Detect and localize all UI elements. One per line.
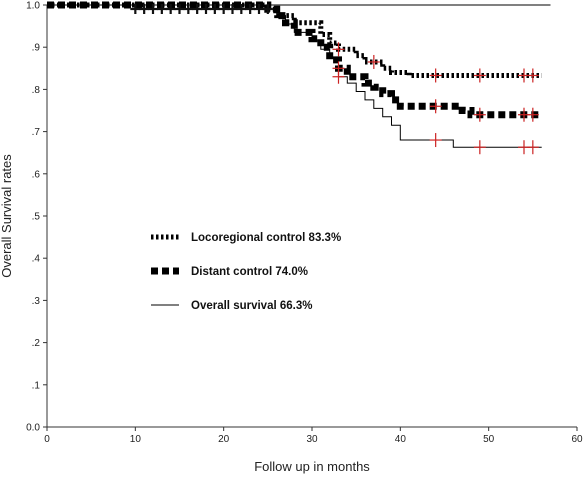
censor-mark-early (254, 4, 264, 14)
legend-label: Distant control 74.0% (191, 266, 308, 278)
legend-label: Locoregional control 83.3% (191, 232, 341, 244)
censor-mark (429, 99, 442, 114)
x-tick-label: 0 (44, 434, 50, 445)
y-tick-label: .8 (32, 85, 41, 96)
legend-label: Overall survival 66.3% (191, 300, 312, 312)
y-tick-label: 1.0 (26, 1, 40, 12)
censor-mark-early (209, 4, 220, 14)
series-line-1 (47, 2, 542, 78)
legend-locoregional: Locoregional control 83.3% (151, 232, 341, 244)
x-tick-label: 40 (395, 434, 407, 445)
censor-mark-early (148, 4, 158, 14)
censor-mark (473, 140, 486, 155)
censor-mark (473, 68, 486, 83)
censor-marks (130, 4, 539, 155)
x-axis-ticks: 0 10 20 30 40 50 60 (44, 427, 583, 445)
x-tick-label: 60 (571, 434, 583, 445)
y-axis-title: Overall Survival rates (0, 154, 14, 278)
censor-mark (526, 68, 539, 83)
censor-mark-early (245, 4, 256, 14)
y-tick-label: .2 (32, 338, 41, 349)
censor-mark-early (227, 4, 238, 14)
censor-mark (473, 107, 486, 122)
axes (46, 5, 577, 428)
censor-mark (526, 140, 539, 155)
y-axis-ticks: 0.0 .1 .2 .3 .4 .5 .6 .7 .8 .9 1.0 (26, 1, 47, 434)
legend: Locoregional control 83.3% Distant contro… (151, 232, 341, 312)
y-tick-label: .4 (32, 254, 41, 265)
censor-mark-early (201, 4, 211, 14)
y-tick-label: .1 (32, 380, 41, 391)
y-tick-label: .7 (32, 127, 41, 138)
x-tick-label: 30 (306, 434, 318, 445)
censor-mark-early (236, 4, 247, 14)
y-tick-label: .6 (32, 169, 41, 180)
x-tick-label: 20 (218, 434, 230, 445)
censor-mark-early (192, 4, 203, 14)
censor-mark (429, 133, 442, 148)
legend-distant: Distant control 74.0% (151, 266, 308, 278)
censor-mark-early (218, 4, 229, 14)
survival-curves (47, 1, 551, 148)
censor-mark (367, 54, 380, 69)
censor-mark (429, 68, 442, 83)
y-tick-label: .5 (32, 212, 41, 223)
y-tick-label: 0.0 (26, 423, 40, 434)
censor-mark (332, 69, 345, 84)
censor-mark-early (139, 4, 150, 14)
censor-mark (526, 107, 539, 122)
x-axis-title: Follow up in months (254, 459, 370, 474)
censor-mark-early (183, 4, 194, 14)
x-tick-label: 10 (130, 434, 142, 445)
series-line-2 (47, 1, 542, 119)
x-tick-label: 50 (483, 434, 495, 445)
censor-mark-early (165, 4, 176, 14)
y-tick-label: .3 (32, 296, 41, 307)
y-tick-label: .9 (32, 43, 41, 54)
censor-mark-early (156, 4, 167, 14)
censor-mark-early (262, 4, 273, 14)
censor-mark-early (130, 4, 141, 14)
censor-mark-early (174, 4, 185, 14)
legend-overall: Overall survival 66.3% (151, 300, 312, 312)
censor-mark (332, 42, 345, 57)
